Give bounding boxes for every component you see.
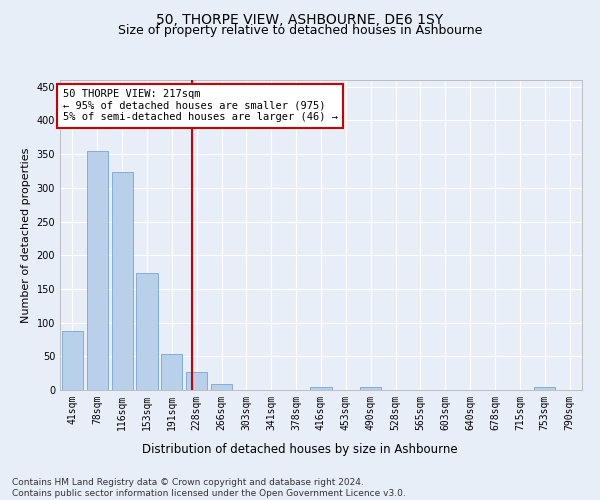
Bar: [161, 354, 182, 390]
Bar: [62, 330, 83, 390]
Text: Distribution of detached houses by size in Ashbourne: Distribution of detached houses by size …: [142, 442, 458, 456]
Bar: [310, 388, 332, 390]
Text: Contains HM Land Registry data © Crown copyright and database right 2024.
Contai: Contains HM Land Registry data © Crown c…: [12, 478, 406, 498]
Bar: [87, 152, 108, 390]
Bar: [211, 384, 232, 390]
Text: Size of property relative to detached houses in Ashbourne: Size of property relative to detached ho…: [118, 24, 482, 37]
Bar: [186, 372, 207, 390]
Bar: [136, 272, 158, 390]
Y-axis label: Number of detached properties: Number of detached properties: [21, 148, 31, 322]
Text: 50, THORPE VIEW, ASHBOURNE, DE6 1SY: 50, THORPE VIEW, ASHBOURNE, DE6 1SY: [157, 12, 443, 26]
Bar: [360, 386, 381, 390]
Bar: [534, 388, 555, 390]
Bar: [112, 172, 133, 390]
Text: 50 THORPE VIEW: 217sqm
← 95% of detached houses are smaller (975)
5% of semi-det: 50 THORPE VIEW: 217sqm ← 95% of detached…: [62, 90, 338, 122]
